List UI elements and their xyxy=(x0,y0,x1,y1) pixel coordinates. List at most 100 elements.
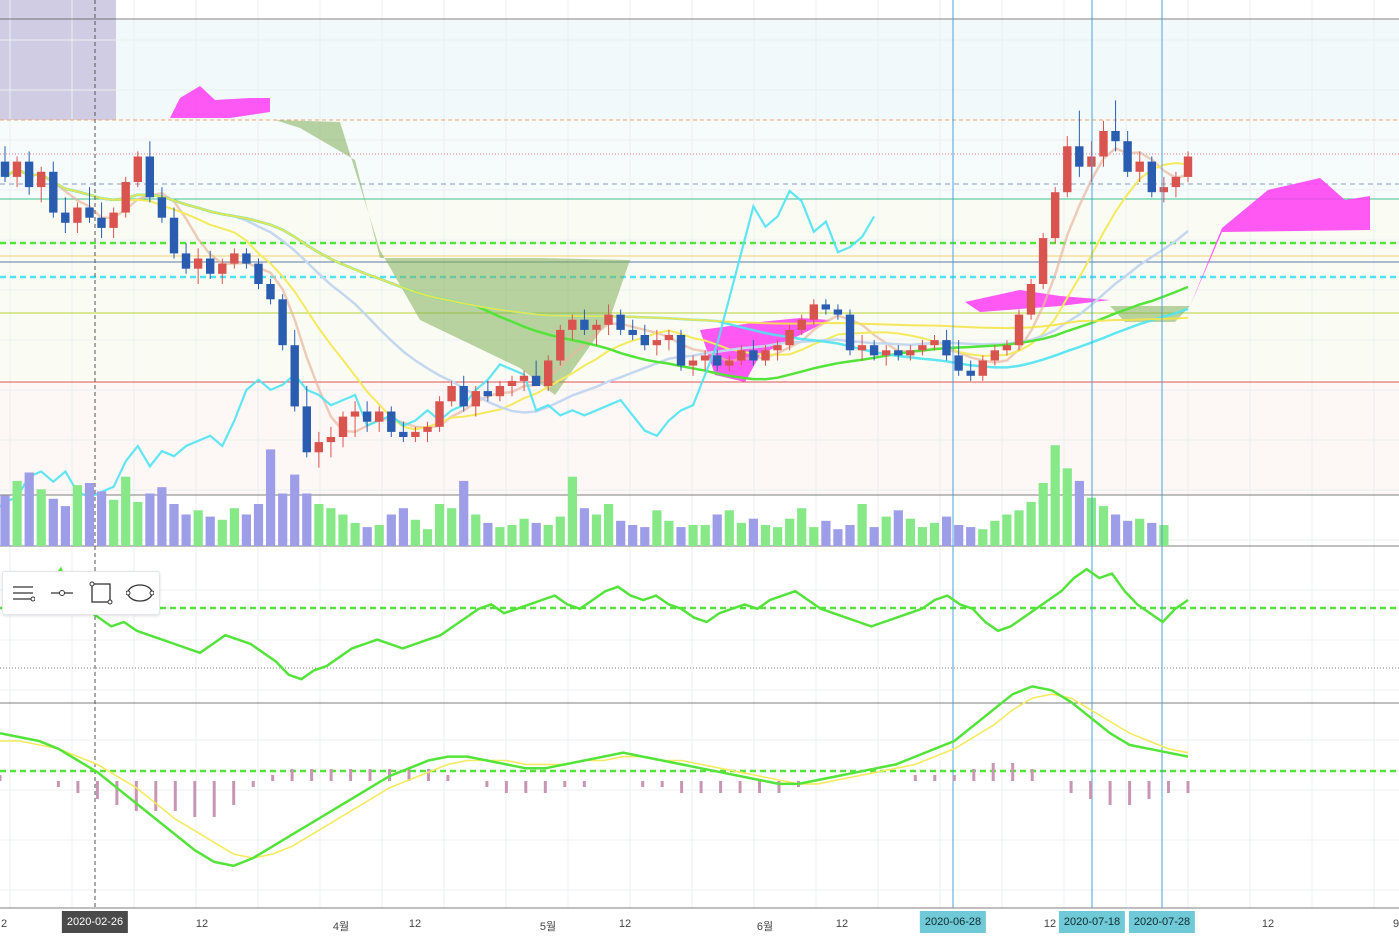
macd-histogram-bar xyxy=(407,769,411,781)
candle-body xyxy=(230,253,239,264)
zone-band xyxy=(0,120,1399,200)
candle-body xyxy=(676,335,686,366)
candle-body xyxy=(350,411,360,417)
volume-bar xyxy=(724,510,734,546)
point-line-tool[interactable] xyxy=(42,572,81,614)
macd-histogram-bar xyxy=(1186,781,1190,793)
macd-histogram-bar xyxy=(738,781,742,793)
candle-body xyxy=(688,360,698,366)
macd-histogram-bar xyxy=(933,775,937,781)
candle-body xyxy=(387,411,396,432)
selection-highlight xyxy=(0,0,116,120)
volume-bar xyxy=(422,529,433,546)
macd-histogram-bar xyxy=(95,781,99,799)
volume-bar xyxy=(338,514,348,546)
candle-body xyxy=(869,345,879,356)
macd-line xyxy=(0,685,1189,868)
volume-bar xyxy=(688,525,698,546)
horizontal-lines-tool[interactable] xyxy=(3,572,42,614)
volume-bar xyxy=(1086,497,1096,546)
candle-body xyxy=(0,161,10,177)
x-tick-label: 2 xyxy=(0,918,8,930)
horizontal-lines-icon xyxy=(12,586,35,602)
candle-body xyxy=(145,156,154,198)
candle-body xyxy=(1051,192,1060,239)
candle-body xyxy=(664,335,674,341)
ichimoku-cloud-bull xyxy=(275,120,630,395)
candle-body xyxy=(737,350,746,361)
macd-histogram-bar xyxy=(232,781,236,805)
candle-body xyxy=(833,309,843,315)
volume-bar xyxy=(954,525,964,546)
ellipse-tool[interactable] xyxy=(120,572,159,614)
marker-date-label: 2020-07-28 xyxy=(1128,911,1196,933)
x-tick-label: 5월 xyxy=(539,921,557,933)
volume-bar xyxy=(447,508,457,546)
volume-bar xyxy=(978,529,988,546)
volume-bar xyxy=(591,514,602,546)
volume-bar xyxy=(893,510,903,546)
macd-histogram-bar xyxy=(913,775,917,781)
volume-bar xyxy=(435,504,445,546)
macd-histogram-bar xyxy=(582,781,586,787)
volume-bar xyxy=(809,527,819,546)
candle-body xyxy=(399,431,408,437)
candle-body xyxy=(604,314,613,325)
candle-body xyxy=(1099,131,1108,157)
candle-body xyxy=(290,345,299,407)
macd-histogram-bar xyxy=(310,769,314,781)
macd-histogram-bar xyxy=(76,781,80,793)
candle-body xyxy=(797,319,806,330)
volume-bar xyxy=(121,476,131,546)
volume-bar xyxy=(326,508,336,546)
macd-histogram-bar xyxy=(952,775,956,781)
volume-bar xyxy=(1062,468,1072,546)
volume-bar xyxy=(1050,445,1060,546)
macd-histogram-bar xyxy=(1011,763,1015,781)
candle-body xyxy=(181,253,191,269)
volume-bar xyxy=(97,491,107,546)
candle-body xyxy=(568,319,577,330)
lagging-span-line xyxy=(0,189,876,508)
volume-bar xyxy=(72,485,82,546)
macd-histogram-bar xyxy=(290,769,294,781)
candle-body xyxy=(1147,161,1156,193)
volume-bar xyxy=(410,519,420,547)
candle-body xyxy=(459,386,468,407)
candle-body xyxy=(700,355,710,361)
candle-body xyxy=(845,314,855,351)
macd-histogram-bar xyxy=(680,781,684,793)
macd-histogram-bar xyxy=(991,763,995,781)
volume-bar xyxy=(519,518,529,546)
volume-bar xyxy=(555,516,565,546)
volume-bar xyxy=(1135,518,1145,546)
volume-bar xyxy=(241,514,251,546)
volume-bar xyxy=(966,527,976,546)
volume-bar xyxy=(398,508,408,546)
macd-histogram-bar xyxy=(446,775,450,781)
volume-bar xyxy=(785,518,795,546)
candle-body xyxy=(326,437,336,443)
candle-body xyxy=(1075,146,1084,167)
candle-body xyxy=(580,319,589,330)
candle-body xyxy=(725,360,734,366)
macd-histogram-bar xyxy=(56,781,60,787)
macd-histogram-bar xyxy=(251,781,255,787)
macd-histogram-bar xyxy=(329,769,333,781)
macd-signal-line xyxy=(0,693,1189,859)
rectangle-tool[interactable] xyxy=(81,572,120,614)
candle-body xyxy=(37,171,46,188)
volume-bar xyxy=(531,522,541,546)
macd-histogram-bar xyxy=(641,781,645,787)
rsi-line xyxy=(9,566,1189,681)
candle-body xyxy=(544,360,553,386)
macd-histogram-bar xyxy=(1147,781,1151,799)
candle-body xyxy=(302,406,311,453)
candle-body xyxy=(1159,187,1168,193)
candle-body xyxy=(966,370,975,376)
candle-body xyxy=(809,304,818,320)
drawing-toolbar xyxy=(2,571,160,615)
volume-bar xyxy=(1038,483,1048,546)
candle-body xyxy=(24,161,34,188)
